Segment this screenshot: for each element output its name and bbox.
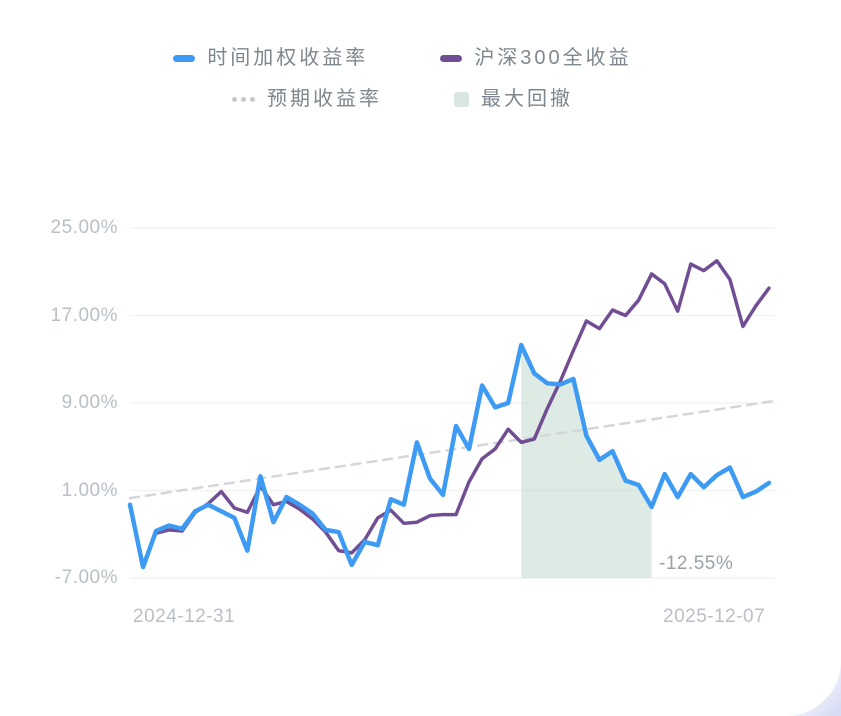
legend-item-label: 沪深300全收益 <box>474 47 632 69</box>
y-axis-tick: 9.00% <box>61 392 118 413</box>
legend-item-label: 时间加权收益率 <box>207 47 369 69</box>
legend-item-label: 预期收益率 <box>267 88 382 110</box>
legend-item-label: 最大回撤 <box>481 88 573 110</box>
line-marker-icon <box>440 54 463 62</box>
legend-row-1: 时间加权收益率 沪深300全收益 <box>173 44 631 72</box>
legend-item-csi300-total-return[interactable]: 沪深300全收益 <box>440 44 631 72</box>
legend-item-max-drawdown[interactable]: 最大回撤 <box>454 85 573 113</box>
corner-decoration <box>779 661 841 716</box>
area-marker-icon <box>454 91 469 107</box>
x-axis-end-date: 2025-12-07 <box>663 606 766 627</box>
line-marker-icon <box>173 54 196 62</box>
dotted-line-marker-icon <box>232 96 255 102</box>
y-axis-tick: 1.00% <box>61 479 118 501</box>
legend-item-time-weighted-return[interactable]: 时间加权收益率 <box>173 44 368 72</box>
csi300-total-return-line <box>154 259 771 555</box>
x-axis-start-date: 2024-12-31 <box>133 606 236 627</box>
chart-legend: 时间加权收益率 沪深300全收益 预期收益率 最大回撤 <box>140 44 665 113</box>
y-axis-tick: 25.00% <box>50 217 118 238</box>
legend-row-2: 预期收益率 最大回撤 <box>232 85 573 113</box>
legend-item-expected-return[interactable]: 预期收益率 <box>232 85 382 113</box>
time-weighted-return-line <box>127 342 772 570</box>
y-axis-tick: 17.00% <box>50 304 118 326</box>
y-axis-tick: -7.00% <box>54 567 118 588</box>
max-drawdown-value-label: -12.55% <box>659 553 734 574</box>
max-drawdown-area <box>521 345 652 578</box>
